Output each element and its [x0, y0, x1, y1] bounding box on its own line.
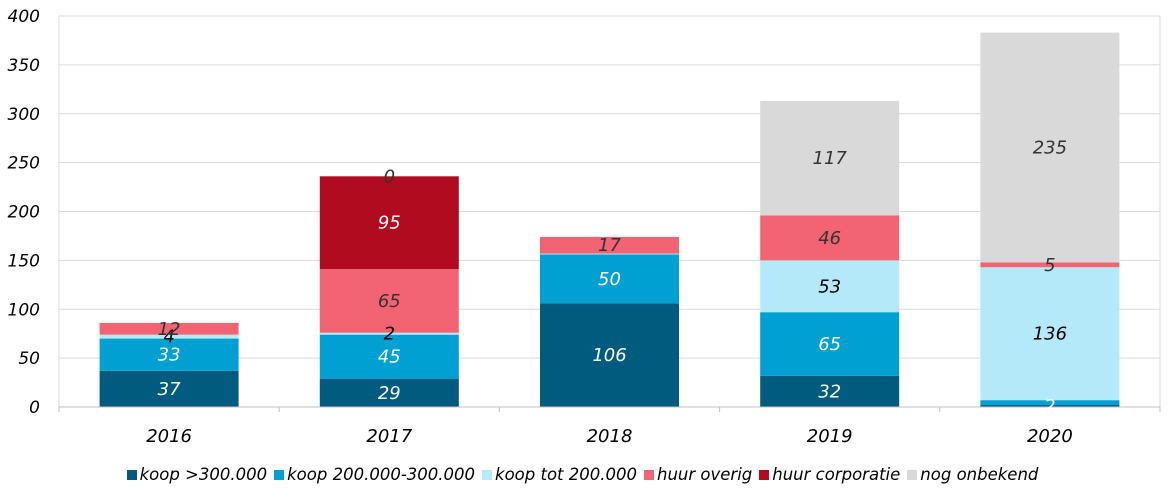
y-tick-label: 350 [8, 56, 40, 76]
data-label: 53 [818, 276, 841, 297]
x-tick-label: 2020 [1027, 426, 1073, 447]
x-tick-label: 2016 [146, 426, 192, 447]
bar-segment [760, 312, 900, 376]
y-tick-label: 250 [8, 154, 40, 174]
x-tick-label: 2018 [587, 426, 633, 447]
data-label: 50 [598, 269, 621, 290]
data-label: 235 [1033, 137, 1067, 158]
data-label: 136 [1033, 324, 1067, 345]
bar-segment [99, 334, 239, 339]
data-labels: 3733412294526595010650173265534611721365… [158, 137, 1067, 417]
bar-segment [760, 101, 900, 216]
bars [99, 32, 1120, 407]
legend-swatch [482, 469, 493, 480]
legend-item: nog onbekend [907, 465, 1038, 484]
bar-segment [319, 334, 459, 379]
bar-segment [980, 400, 1120, 406]
bar-segment [319, 176, 459, 270]
bar-segment [980, 405, 1120, 407]
legend-item: koop tot 200.000 [482, 465, 637, 484]
data-label: 46 [818, 228, 841, 249]
data-label: 37 [158, 379, 181, 400]
bar-segment [980, 32, 1120, 263]
bar-segment [319, 378, 459, 407]
data-label: 17 [598, 235, 621, 256]
data-label: 29 [378, 383, 401, 404]
legend-item: koop >300.000 [126, 465, 268, 484]
legend: koop >300.000 koop 200.000-300.000 koop to… [0, 465, 1172, 484]
y-tick-label: 0 [29, 398, 40, 418]
x-tick-label: 2019 [807, 426, 853, 447]
legend-label: koop 200.000-300.000 [287, 465, 476, 484]
data-label: 117 [813, 148, 848, 169]
bar-segment [319, 332, 459, 335]
bar-segment [99, 338, 239, 371]
legend-label: koop tot 200.000 [495, 465, 637, 484]
data-label: 2 [1044, 396, 1055, 417]
legend-item: huur overig [644, 465, 752, 484]
y-tick-label: 100 [8, 300, 40, 320]
data-label: 106 [592, 345, 626, 366]
bar-segment [760, 260, 900, 313]
legend-swatch [759, 469, 770, 480]
y-tick-label: 50 [18, 349, 40, 369]
legend-item: huur corporatie [759, 465, 900, 484]
x-tick-label: 2017 [366, 426, 412, 447]
legend-label: nog onbekend [920, 465, 1039, 484]
bar-segment [99, 370, 239, 407]
data-label: 2 [384, 324, 395, 345]
legend-label: huur overig [657, 465, 753, 484]
data-label: 12 [158, 319, 181, 340]
legend-swatch [644, 469, 654, 480]
bar-segment [980, 262, 1120, 268]
bar-segment [760, 215, 900, 261]
legend-label: koop >300.000 [139, 465, 268, 484]
data-label: 65 [378, 291, 401, 312]
bar-segment [540, 254, 679, 304]
data-label: 45 [378, 347, 401, 368]
bar-segment [540, 303, 679, 407]
legend-label: huur corporatie [772, 465, 901, 484]
y-tick-label: 150 [8, 251, 40, 271]
bar-segment [980, 267, 1120, 401]
data-label: 0 [384, 166, 395, 187]
legend-swatch [274, 469, 285, 480]
data-label: 65 [818, 334, 841, 355]
bar-segment [99, 322, 239, 335]
data-label: 33 [158, 345, 181, 366]
data-label: 95 [378, 213, 401, 234]
bar-segment [760, 375, 900, 407]
data-label: 32 [818, 381, 841, 402]
bar-segment [319, 269, 459, 333]
y-tick-label: 300 [8, 105, 40, 125]
bar-segment [540, 236, 679, 254]
legend-swatch [907, 469, 918, 480]
y-tick-label: 200 [8, 203, 40, 223]
data-label: 4 [163, 327, 174, 348]
y-tick-label: 400 [8, 7, 40, 27]
legend-swatch [126, 469, 137, 480]
legend-item: koop 200.000-300.000 [274, 465, 475, 484]
bar-segment [540, 253, 679, 255]
data-label: 5 [1044, 255, 1055, 276]
